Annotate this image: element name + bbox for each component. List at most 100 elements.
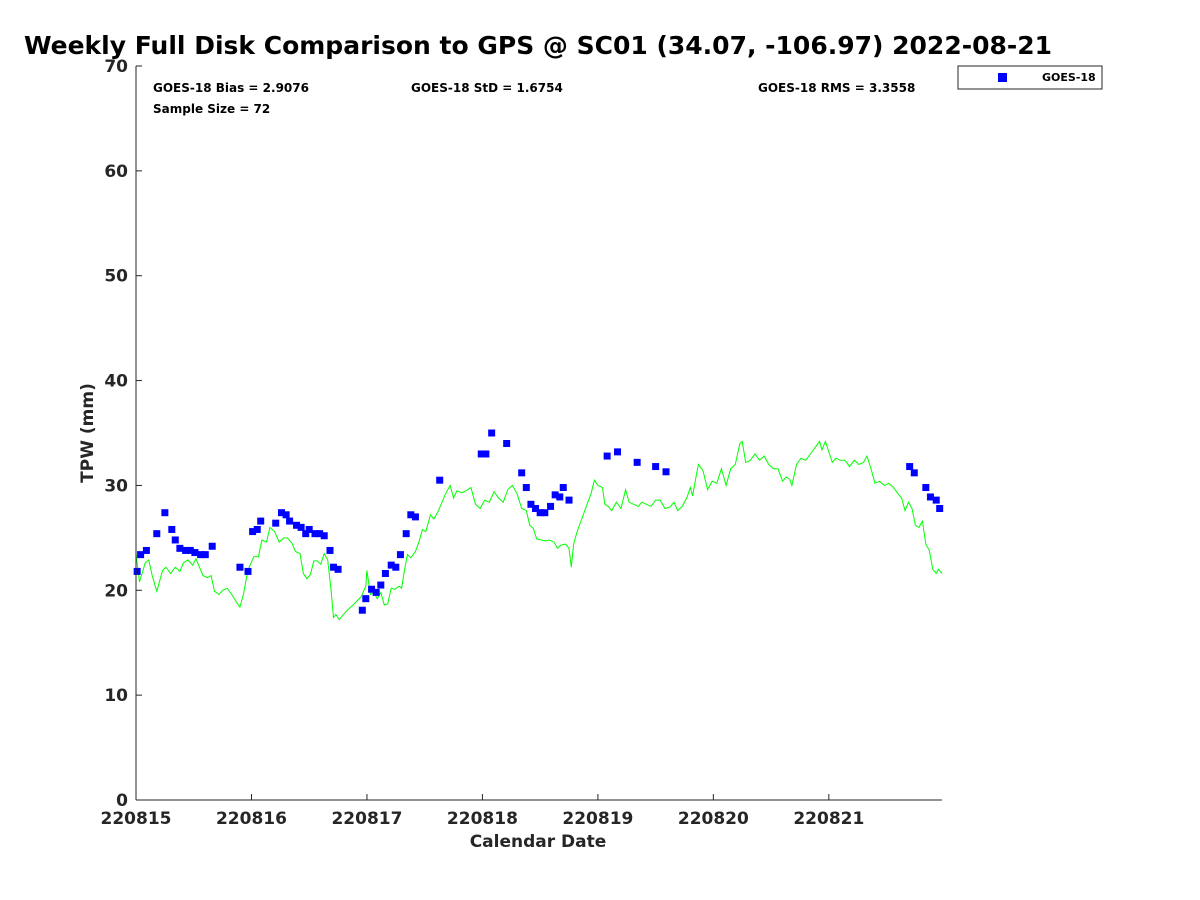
goes18-point (286, 517, 294, 525)
goes18-point (556, 493, 564, 501)
goes18-point (518, 469, 526, 477)
goes18-point (168, 525, 176, 533)
goes18-point (316, 530, 324, 538)
goes18-point (407, 511, 415, 519)
goes18-point (249, 528, 257, 536)
x-tick-label: 220815 (101, 809, 172, 829)
goes18-point (551, 491, 559, 499)
goes18-point (282, 511, 290, 519)
goes18-point (305, 525, 313, 533)
goes18-point (633, 458, 641, 466)
goes18-point (171, 536, 179, 544)
goes18-point (197, 551, 205, 559)
goes18-point (662, 468, 670, 476)
y-tick-label: 40 (104, 372, 128, 392)
goes18-point (161, 509, 169, 517)
goes18-point (603, 452, 611, 460)
goes18-point (532, 504, 540, 512)
goes18-point (293, 521, 301, 529)
y-tick-label: 20 (104, 581, 128, 601)
goes18-point (922, 484, 930, 492)
goes18-point (326, 546, 334, 554)
goes18-point (906, 463, 914, 471)
goes18-point (191, 549, 199, 557)
goes18-point (614, 448, 622, 456)
goes18-point (411, 513, 419, 521)
goes18-point (362, 595, 370, 603)
goes18-point (387, 561, 395, 569)
x-tick-label: 220816 (216, 809, 287, 829)
goes18-point (522, 484, 530, 492)
goes18-point (137, 551, 145, 559)
goes18-point (396, 551, 404, 559)
goes18-point (302, 530, 310, 538)
stat-sample-size: Sample Size = 72 (153, 102, 270, 116)
goes18-point (372, 588, 380, 596)
goes18-point (182, 546, 190, 554)
goes18-point (547, 502, 555, 510)
goes18-point (910, 469, 918, 477)
x-tick-label: 220817 (331, 809, 402, 829)
y-tick-label: 50 (104, 267, 128, 287)
goes18-point (482, 450, 490, 458)
gps-series-layer (135, 439, 943, 621)
goes18-point (153, 530, 161, 538)
x-tick-label: 220820 (678, 809, 749, 829)
goes18-point (244, 567, 252, 575)
y-axis-ticks: 0 10 20 30 40 50 60 70 (104, 57, 142, 811)
goes18-point (541, 509, 549, 517)
goes18-point (320, 532, 328, 540)
goes18-point (201, 551, 209, 559)
goes18-point (311, 530, 319, 538)
goes18-point (329, 563, 337, 571)
goes18-series-layer (133, 429, 944, 614)
x-axis-ticks: 220815 220816 220817 220818 220819 220820 2208… (101, 794, 864, 829)
goes18-point (932, 496, 940, 504)
goes18-point (926, 493, 934, 501)
goes18-point (142, 546, 150, 554)
x-axis-label: Calendar Date (470, 832, 607, 852)
goes18-point (527, 500, 535, 508)
goes18-point (358, 606, 366, 614)
goes18-point (488, 429, 496, 437)
goes18-point (133, 567, 141, 575)
goes18-point (176, 544, 184, 552)
x-tick-label: 220821 (793, 809, 864, 829)
legend-label-goes18: GOES-18 (1042, 71, 1096, 84)
stat-bias: GOES-18 Bias = 2.9076 (153, 81, 309, 95)
goes18-point (503, 439, 511, 447)
goes18-point (381, 570, 389, 578)
goes18-point (277, 509, 285, 517)
goes18-point (368, 585, 376, 593)
stat-rms: GOES-18 RMS = 3.3558 (758, 81, 915, 95)
goes18-point (559, 484, 567, 492)
goes18-point (652, 463, 660, 471)
goes18-point (334, 565, 342, 573)
goes18-point (297, 523, 305, 531)
y-tick-label: 10 (104, 686, 128, 706)
goes18-point (477, 450, 485, 458)
goes18-point (186, 546, 194, 554)
stat-std: GOES-18 StD = 1.6754 (411, 81, 563, 95)
goes18-point (536, 509, 544, 517)
y-tick-label: 70 (104, 57, 128, 77)
plot-area (136, 66, 942, 800)
goes18-point (253, 525, 261, 533)
y-tick-label: 0 (116, 791, 128, 811)
legend-box (957, 65, 1103, 90)
y-tick-label: 60 (104, 162, 128, 182)
goes18-point (565, 496, 573, 504)
gps-tpw-line (135, 439, 943, 621)
goes18-point (236, 563, 244, 571)
goes18-point (402, 530, 410, 538)
y-axis-label: TPW (mm) (78, 383, 98, 483)
goes18-point (272, 519, 280, 527)
goes18-point (208, 542, 216, 550)
chart-title: Weekly Full Disk Comparison to GPS @ SC0… (24, 31, 1052, 60)
goes18-point (392, 563, 400, 571)
goes18-point (936, 504, 944, 512)
x-tick-label: 220819 (562, 809, 633, 829)
goes18-point (377, 581, 385, 589)
x-tick-label: 220818 (447, 809, 518, 829)
